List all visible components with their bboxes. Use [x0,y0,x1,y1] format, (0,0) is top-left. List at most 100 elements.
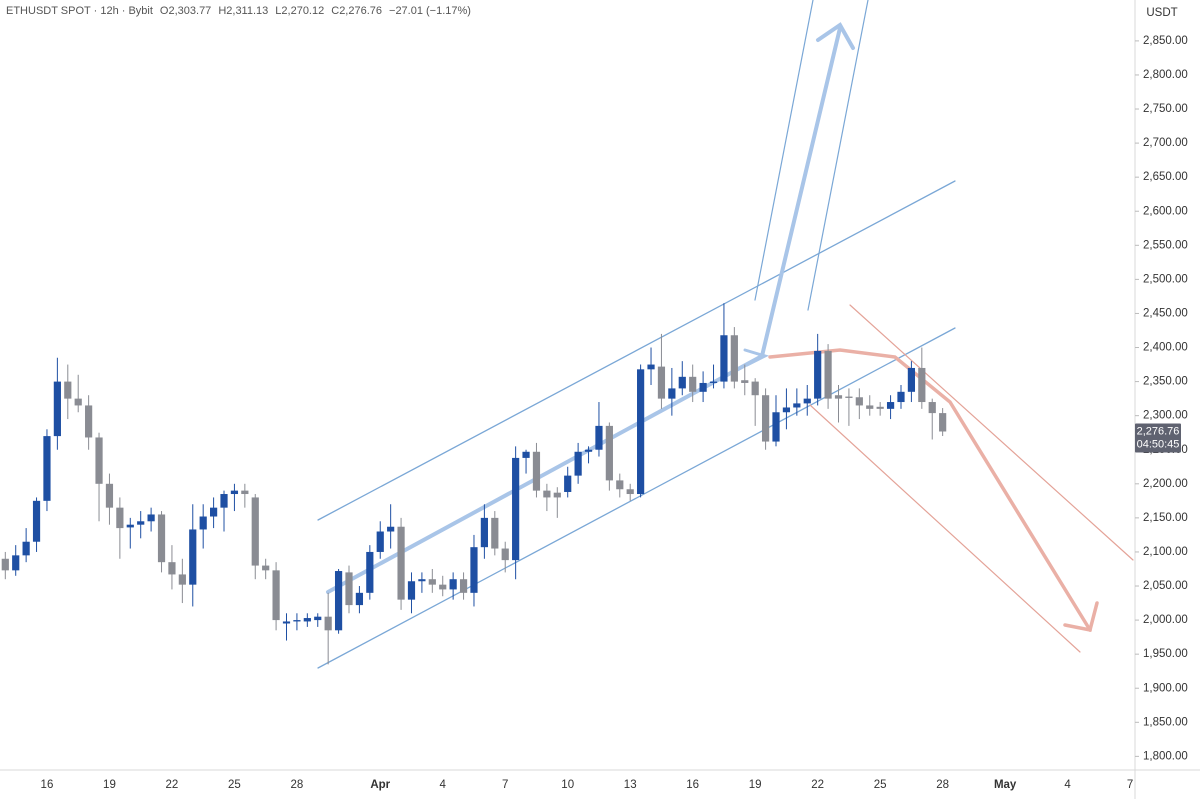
x-tick-label: 25 [228,779,241,791]
y-tick-label: 2,850.00 [1143,35,1188,47]
candle-body [501,548,509,561]
y-tick-label: 2,500.00 [1143,273,1188,285]
x-tick-label: 4 [440,779,447,791]
ohlc-key: L [275,5,282,17]
candle-body [928,402,936,414]
ohlc-key: O [159,5,169,17]
candle-body [1,558,9,571]
channel-lower [317,327,956,669]
candle-body [168,562,176,575]
x-tick-label: 13 [624,779,637,791]
candle-body [95,437,103,484]
candle-body [178,574,186,585]
candle-body [626,489,634,495]
y-tick-label: 2,650.00 [1143,171,1188,183]
candle-body [397,526,405,600]
candle-body [407,581,416,600]
y-tick-label: 2,700.00 [1143,137,1188,149]
candle-body [189,529,197,585]
down-channel-upper [849,304,1134,561]
candle-body [334,571,343,631]
x-tick-label: 28 [291,779,304,791]
y-tick-label: 2,600.00 [1143,205,1188,217]
y-tick-label: 2,800.00 [1143,69,1188,81]
candle-body [105,483,114,508]
candle-body [241,490,249,495]
ohlc: O2,303.77 H2,311.13 L2,270.12 C2,276.76 [153,5,382,17]
x-tick-label: May [994,779,1017,791]
candle-body [824,350,832,399]
price-tag [1135,423,1181,453]
x-tick-label: 10 [561,779,574,791]
y-tick-label: 2,100.00 [1143,546,1188,558]
candle-body [886,402,895,409]
candle-body [699,382,707,392]
candle-body [210,507,218,517]
candle-body [220,494,228,508]
candle-body [793,403,801,408]
candle-body [314,616,322,621]
axis-unit: USDT [1146,7,1177,19]
y-tick-label: 2,350.00 [1143,376,1188,388]
candle-body [574,451,582,476]
candle-body [22,541,30,556]
candle-body [709,381,718,383]
candle-body [449,579,457,590]
candle-body [355,592,364,606]
candle-body [470,547,478,593]
candle-body [74,398,82,406]
candle-body [230,490,239,495]
price-tag-value: 2,276.76 [1137,425,1180,437]
candle-body [855,397,863,406]
candle-body [605,425,613,481]
candle-body [637,369,645,495]
candle-body [772,412,780,442]
y-tick-label: 2,750.00 [1143,103,1188,115]
candle-body [689,376,697,392]
down-channel-lower [809,404,1081,653]
candle-body [147,514,155,522]
candle-body [43,436,51,501]
candle-body [282,621,291,624]
candle-body [876,406,884,409]
candle-body [272,570,280,621]
candle-body [428,579,436,585]
up-channel-left [754,0,814,301]
y-tick-label: 2,000.00 [1143,614,1188,626]
x-tick-label: Apr [370,779,390,791]
y-tick-label: 2,400.00 [1143,342,1188,354]
up-arrow [326,26,842,594]
candle-body [741,380,749,383]
small-arrowhead [743,348,770,367]
y-tick-label: 1,950.00 [1143,648,1188,660]
y-tick-label: 1,850.00 [1143,716,1188,728]
candle-body [907,367,916,392]
y-tick-label: 2,200.00 [1143,478,1188,490]
candle-body [668,388,676,399]
candle-body [939,413,947,432]
candle-body [720,335,728,382]
candle-body [678,376,686,389]
candle-body [616,480,624,490]
symbol: ETHUSDT SPOT · 12h · Bybit [6,5,153,17]
candle-body [564,475,572,492]
x-tick-label: 7 [502,779,508,791]
change: −27.01 (−1.17%) [389,5,471,17]
candle-body [647,364,655,370]
candle-body [480,517,488,548]
candle-body [116,507,124,529]
ohlc-value: 2,276.76 [339,5,383,17]
candle-body [32,500,41,542]
candle-body [376,531,384,552]
candle-body [459,579,468,593]
y-tick-label: 1,900.00 [1143,682,1188,694]
candle-body [53,381,61,437]
x-tick-label: 25 [874,779,887,791]
drawings [317,0,1134,669]
candles [1,303,947,665]
y-tick-label: 2,050.00 [1143,580,1188,592]
candle-body [64,381,72,399]
x-tick-label: 19 [749,779,762,791]
candle-body [866,405,874,409]
